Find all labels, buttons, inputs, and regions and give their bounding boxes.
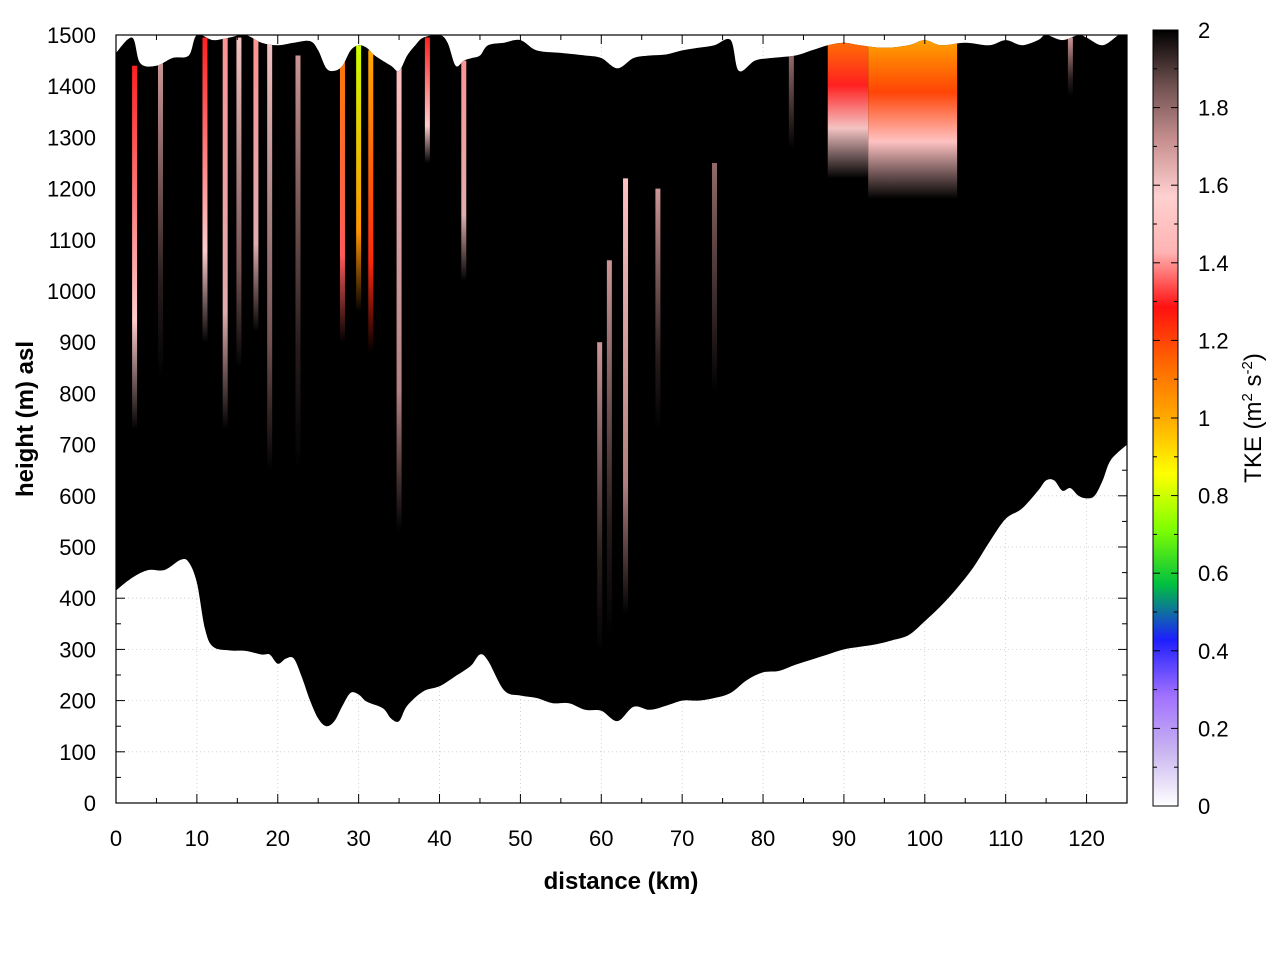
- y-tick-label-5: 500: [59, 535, 96, 560]
- x-tick-label-2: 20: [266, 826, 290, 851]
- y-tick-label-14: 1400: [47, 74, 96, 99]
- x-tick-label-8: 80: [751, 826, 775, 851]
- colorbar-tick-label-3: 0.6: [1198, 561, 1229, 586]
- colorbar-tick-label-4: 0.8: [1198, 484, 1229, 509]
- y-tick-label-0: 0: [84, 791, 96, 816]
- x-tick-label-5: 50: [508, 826, 532, 851]
- x-axis-tick-labels: 0 10 20 30 40 50 60 70 80 90 100 110 120: [110, 826, 1105, 851]
- colorbar-tick-label-9: 1.8: [1198, 96, 1229, 121]
- colorbar-tick-label-5: 1: [1198, 406, 1210, 431]
- y-axis-tick-labels: 0 100 200 300 400 500 600 700 800 900 1000 1100 1200…: [47, 23, 96, 816]
- turbulent-column-14: [597, 342, 603, 655]
- y-tick-label-15: 1500: [47, 23, 96, 48]
- y-tick-label-10: 1000: [47, 279, 96, 304]
- x-tick-label-12: 120: [1068, 826, 1105, 851]
- turbulent-column-8: [339, 50, 345, 343]
- turbulent-column-19: [788, 55, 794, 189]
- colorbar-tick-label-10: 2: [1198, 18, 1210, 43]
- colorbar-tick-label-1: 0.2: [1198, 716, 1229, 741]
- turbulent-column-12: [424, 37, 430, 164]
- colorbar-tick-label-0: 0: [1198, 794, 1210, 819]
- y-axis-title: height (m) asl: [12, 341, 39, 497]
- turbulent-column-6: [267, 40, 273, 471]
- turbulent-column-4: [236, 37, 242, 368]
- turbulent-column-9: [356, 45, 362, 312]
- colorbar-ticks: [1153, 29, 1178, 807]
- turbulent-column-0: [132, 65, 138, 430]
- turbulent-column-17: [655, 188, 661, 430]
- turbulent-column-13: [461, 60, 467, 281]
- y-tick-label-2: 200: [59, 689, 96, 714]
- y-tick-label-6: 600: [59, 484, 96, 509]
- x-tick-label-4: 40: [427, 826, 451, 851]
- y-tick-label-12: 1200: [47, 177, 96, 202]
- turbulent-sheet-0: [827, 35, 869, 179]
- colorbar-title: TKE (m2 s-2): [1239, 353, 1267, 483]
- x-tick-label-11: 110: [988, 826, 1023, 851]
- turbulent-column-15: [606, 260, 612, 635]
- y-tick-label-8: 800: [59, 381, 96, 406]
- turbulence-features: [132, 35, 1073, 655]
- turbulent-sheet-1: [868, 35, 958, 199]
- axis-ticks: [115, 34, 1127, 804]
- turbulent-column-2: [202, 37, 208, 343]
- y-tick-label-1: 100: [59, 740, 96, 765]
- colorbar-tick-label-2: 0.4: [1198, 639, 1229, 664]
- turbulent-column-7: [295, 55, 301, 471]
- y-tick-label-3: 300: [59, 637, 96, 662]
- y-tick-label-9: 900: [59, 330, 96, 355]
- y-tick-label-4: 400: [59, 586, 96, 611]
- colorbar-tick-label-7: 1.4: [1198, 251, 1229, 276]
- turbulent-column-16: [623, 178, 629, 614]
- turbulent-column-3: [222, 37, 228, 430]
- y-tick-label-13: 1300: [47, 125, 96, 150]
- turbulent-column-20: [1067, 37, 1073, 97]
- turbulent-column-18: [712, 163, 718, 491]
- turbulent-column-10: [368, 50, 374, 353]
- turbulent-column-11: [396, 65, 402, 532]
- turbulent-column-1: [157, 63, 163, 379]
- x-axis-title: distance (km): [544, 868, 699, 895]
- turbulent-column-5: [253, 37, 259, 332]
- colorbar-tick-label-6: 1.2: [1198, 328, 1229, 353]
- x-tick-label-6: 60: [589, 826, 613, 851]
- x-tick-label-7: 70: [670, 826, 694, 851]
- x-tick-label-0: 0: [110, 826, 122, 851]
- x-tick-label-3: 30: [346, 826, 370, 851]
- x-tick-label-10: 100: [906, 826, 943, 851]
- y-tick-label-11: 1100: [49, 228, 96, 253]
- x-tick-label-1: 10: [185, 826, 209, 851]
- colorbar-tick-label-8: 1.6: [1198, 173, 1229, 198]
- y-tick-label-7: 700: [59, 433, 96, 458]
- x-tick-label-9: 90: [832, 826, 856, 851]
- colorbar-tick-labels: 0 0.2 0.4 0.6 0.8 1 1.2 1.4 1.6 1.8 2: [1198, 18, 1229, 819]
